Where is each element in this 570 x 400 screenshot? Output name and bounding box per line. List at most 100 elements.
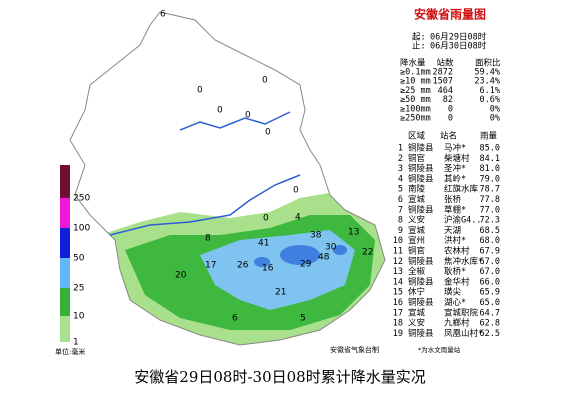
- ranking-cell: 九榔村: [444, 318, 470, 329]
- legend-swatch: [60, 258, 70, 288]
- legend-label: 25: [73, 284, 84, 294]
- ranking-cell: 67.9: [480, 247, 500, 257]
- legend-swatch: [60, 165, 70, 198]
- map-label: 21: [275, 288, 286, 298]
- map-label: 29: [300, 260, 312, 270]
- stats-cell: ≥10 mm: [400, 77, 431, 87]
- stats-cell: 1507: [433, 77, 453, 87]
- ranking-cell: 10: [393, 236, 403, 246]
- stats-cell: 0: [448, 114, 453, 124]
- ranking-table: 区域 站名 雨量1 铜陵县 马冲* 85.02 铜官 柴塘村 84.13 铜陵县 圣冲* 81.04 铜…: [393, 131, 500, 339]
- ranking-cell: 焦冲水库*: [444, 256, 483, 267]
- ranking-cell: 宣州: [408, 235, 425, 246]
- map-labels: 6 0 0 0 0 0 0 0 4 8 38 41 30 48 13 22 29…: [160, 10, 373, 324]
- ranking-cell: 8: [398, 216, 403, 226]
- ranking-cell: 16: [393, 298, 403, 308]
- ranking-cell: 18: [393, 319, 403, 329]
- ranking-cell: 铜陵县: [408, 328, 434, 339]
- map-label: 0: [197, 86, 203, 96]
- stats-cell: 0%: [490, 114, 500, 124]
- yangtze-river: [109, 174, 301, 236]
- period: 起: 06月29日08时 止: 06月30日08时: [412, 32, 487, 52]
- stats-cell: 59.4%: [474, 68, 500, 78]
- ranking-cell: 湖心*: [444, 298, 466, 308]
- ranking-cell: 5: [398, 185, 403, 195]
- ranking-cell: 81.0: [480, 164, 500, 174]
- ranking-cell: 铜陵县: [408, 163, 434, 174]
- ranking-cell: 77.0: [480, 205, 500, 215]
- map-label: 6: [160, 10, 166, 20]
- ranking-cell: 2: [398, 154, 403, 164]
- ranking-cell: 宣城: [408, 307, 426, 318]
- map-label: 41: [258, 239, 269, 249]
- ranking-cell: 洪村*: [444, 235, 466, 246]
- ranking-cell: 柴塘村: [444, 153, 470, 164]
- ranking-cell: 77.8: [480, 195, 500, 205]
- ranking-cell: 84.1: [480, 154, 500, 164]
- ranking-cell: 64.7: [480, 308, 500, 318]
- ranking-cell: 15: [393, 288, 403, 298]
- ranking-cell: 4: [398, 174, 403, 184]
- period-time: 06月30日08时: [430, 41, 487, 52]
- ranking-cell: 红旗水库: [444, 184, 479, 195]
- ranking-cell: 85.0: [480, 144, 500, 154]
- ranking-cell: 草棚*: [444, 204, 466, 215]
- ranking-cell: 67.0: [480, 267, 500, 277]
- ranking-cell: 璜尖: [444, 287, 462, 298]
- credit: 安徽省气象台制: [330, 345, 379, 354]
- huai-river: [179, 111, 291, 131]
- ranking-cell: 金华村: [444, 276, 470, 287]
- stats-table: 降水量 站数 面积比 ≥0.1mm 2872 59.4% ≥10 mm 1507 23.4% ≥2…: [400, 58, 501, 124]
- map-label: 38: [310, 231, 322, 241]
- legend-label: 50: [73, 254, 85, 264]
- ranking-header: 雨量: [480, 132, 498, 142]
- map-label: 0: [263, 214, 269, 224]
- legend-label: 250: [73, 194, 90, 204]
- legend-swatch: [60, 198, 70, 228]
- stats-cell: 0%: [490, 104, 500, 114]
- map-label: 20: [175, 271, 187, 281]
- legend-unit: 单位:毫米: [55, 347, 85, 356]
- ranking-cell: 9: [398, 226, 403, 236]
- ranking-cell: 3: [398, 164, 403, 174]
- ranking-cell: 张桥: [444, 194, 462, 205]
- ranking-cell: 65.9: [480, 288, 500, 298]
- stats-header: 站数: [436, 58, 454, 69]
- ranking-cell: 19: [393, 329, 403, 339]
- map-label: 0: [217, 106, 223, 116]
- ranking-cell: 13: [393, 267, 403, 277]
- map-label: 6: [232, 314, 238, 324]
- ranking-header: 区域: [408, 131, 426, 142]
- map-label: 0: [265, 128, 271, 138]
- stats-cell: 464: [438, 86, 453, 96]
- stats-cell: 0.6%: [480, 95, 500, 105]
- map-label: 48: [318, 253, 330, 263]
- legend-swatch: [60, 316, 70, 342]
- ranking-cell: 铜陵县: [408, 276, 434, 287]
- ranking-cell: 11: [393, 247, 403, 257]
- stats-cell: 6.1%: [480, 86, 500, 96]
- map-label: 0: [245, 111, 251, 121]
- ranking-cell: 圣冲*: [444, 163, 466, 174]
- stats-cell: ≥250mm: [400, 114, 431, 124]
- ranking-cell: 宣城: [408, 194, 426, 205]
- ranking-cell: 铜官: [408, 153, 425, 164]
- ranking-cell: 农林村: [444, 246, 470, 257]
- stats-cell: 0: [448, 104, 453, 114]
- ranking-cell: 其岭*: [444, 173, 466, 184]
- map-label: 13: [348, 228, 359, 238]
- map-label: 0: [293, 186, 299, 196]
- ranking-cell: 62.5: [480, 329, 500, 339]
- map-label: 8: [205, 234, 211, 244]
- ranking-cell: 12: [393, 257, 403, 267]
- ranking-cell: 68.0: [480, 236, 500, 246]
- ranking-cell: 南陵: [408, 184, 426, 195]
- map-title: 安徽省雨量图: [414, 7, 486, 22]
- ranking-cell: 68.5: [480, 226, 500, 236]
- stats-cell: 23.4%: [474, 77, 500, 87]
- ranking-cell: 沪渝G4..: [444, 215, 481, 226]
- ranking-cell: 马冲*: [444, 143, 466, 154]
- ranking-cell: 铜官: [408, 246, 425, 257]
